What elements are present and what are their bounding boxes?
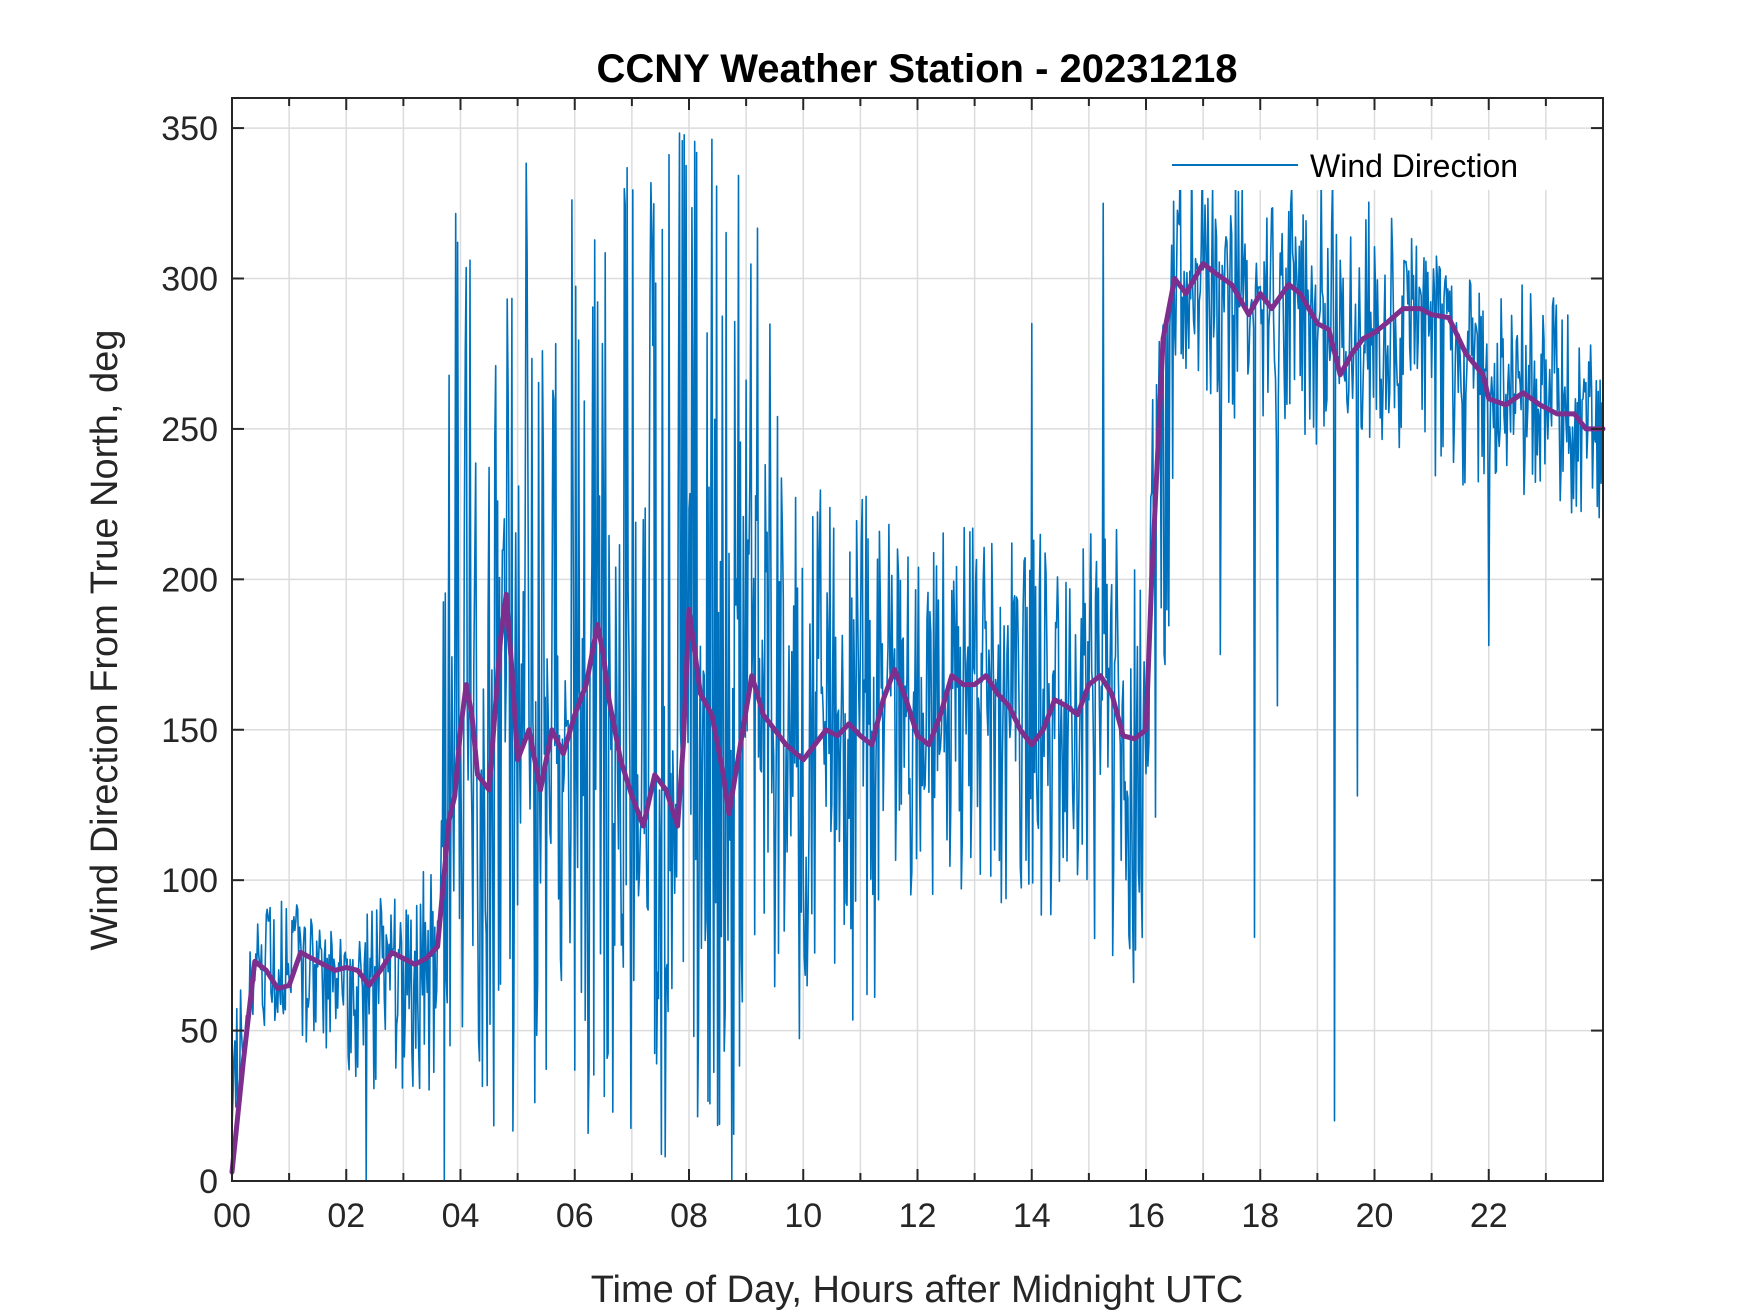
- x-axis-label: Time of Day, Hours after Midnight UTC: [591, 1269, 1244, 1311]
- x-tick-label: 10: [784, 1197, 822, 1235]
- y-tick-label: 200: [161, 561, 218, 599]
- y-tick-label: 250: [161, 411, 218, 449]
- y-tick-label: 150: [161, 712, 218, 750]
- y-tick-label: 50: [180, 1013, 218, 1051]
- x-tick-label: 06: [556, 1197, 594, 1235]
- y-tick-label: 0: [199, 1163, 218, 1201]
- x-tick-label: 14: [1013, 1197, 1051, 1235]
- legend-label-wind-direction: Wind Direction: [1310, 148, 1518, 184]
- legend: Wind Direction: [1160, 140, 1560, 190]
- axis-ticks: 0 50 100 150 200 250 300 350 00 02 04 06 08 10 12 14 16 1…: [161, 98, 1603, 1235]
- x-tick-label: 16: [1127, 1197, 1165, 1235]
- x-tick-label: 22: [1470, 1197, 1508, 1235]
- y-tick-label: 300: [161, 261, 218, 299]
- y-axis-label: Wind Direction From True North, deg: [84, 330, 126, 951]
- moving-average-series: [229, 261, 1606, 1175]
- x-tick-label: 04: [442, 1197, 480, 1235]
- x-tick-label: 12: [899, 1197, 937, 1235]
- x-tick-label: 18: [1241, 1197, 1279, 1235]
- x-tick-label: 02: [327, 1197, 365, 1235]
- x-tick-label: 00: [213, 1197, 251, 1235]
- y-tick-label: 350: [161, 110, 218, 148]
- x-tick-label: 20: [1356, 1197, 1394, 1235]
- moving-average-line: [229, 261, 1606, 1175]
- x-tick-label: 08: [670, 1197, 708, 1235]
- y-tick-label: 100: [161, 862, 218, 900]
- chart-title: CCNY Weather Station - 20231218: [597, 47, 1238, 91]
